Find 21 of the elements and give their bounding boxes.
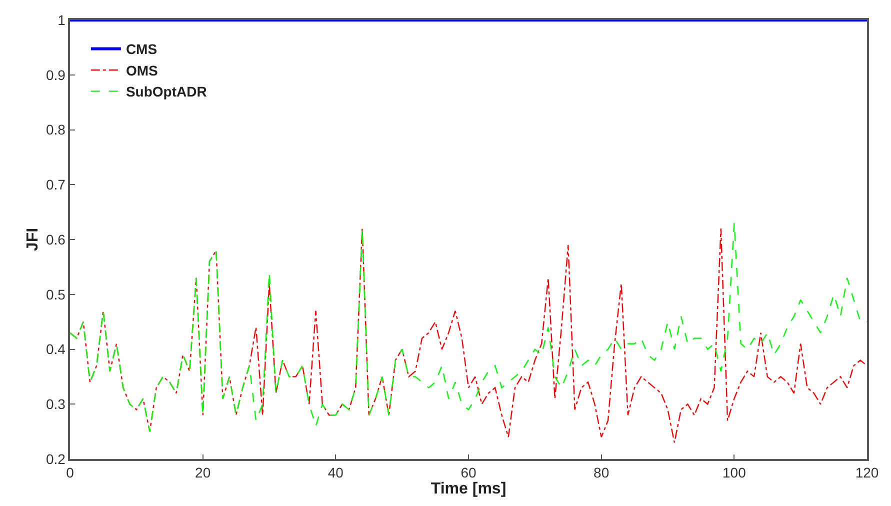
x-axis-title: Time [ms] bbox=[430, 480, 506, 498]
y-tick-label: 1 bbox=[58, 12, 66, 28]
y-tick-label: 0.5 bbox=[46, 286, 66, 302]
x-tick-label: 60 bbox=[460, 464, 476, 481]
y-axis-title: JFI bbox=[24, 228, 42, 252]
legend-label: CMS bbox=[126, 41, 158, 58]
legend-label: OMS bbox=[126, 62, 158, 78]
x-tick-label: 100 bbox=[722, 464, 746, 481]
y-tick-label: 0.4 bbox=[46, 341, 66, 358]
x-tick-label: 0 bbox=[66, 464, 74, 481]
y-tick-label: 0.8 bbox=[46, 122, 66, 138]
y-tick-label: 0.3 bbox=[46, 396, 66, 412]
x-tick-label: 20 bbox=[195, 464, 211, 481]
y-tick-label: 0.9 bbox=[46, 66, 66, 83]
x-tick-label: 80 bbox=[594, 464, 610, 481]
y-tick-label: 0.2 bbox=[46, 450, 66, 467]
y-tick-label: 0.7 bbox=[46, 176, 66, 193]
legend-label: SubOptADR bbox=[126, 84, 207, 100]
x-tick-label: 40 bbox=[328, 464, 344, 481]
x-tick-label: 120 bbox=[855, 464, 879, 481]
y-tick-label: 0.6 bbox=[46, 231, 66, 248]
